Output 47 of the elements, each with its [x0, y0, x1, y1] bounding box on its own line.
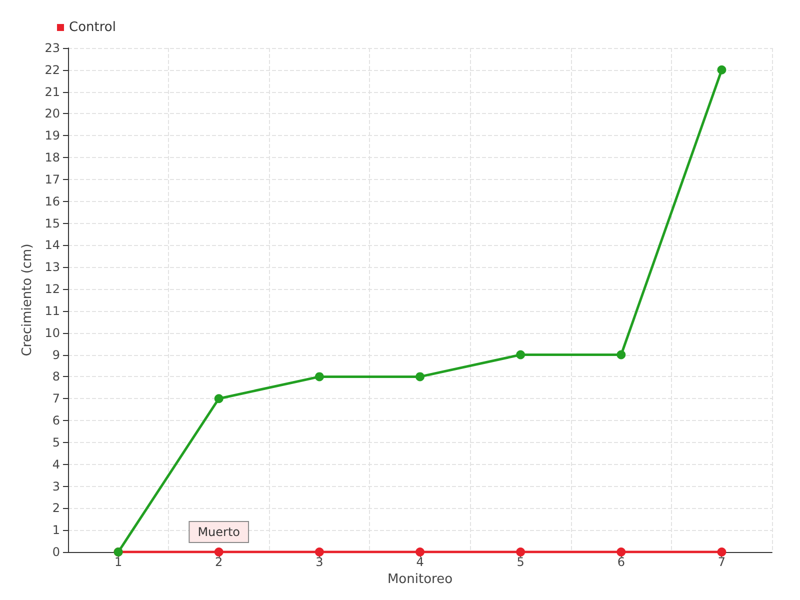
y-tick-label: 5: [52, 435, 60, 450]
x-tick-label: 5: [516, 555, 524, 569]
point: [516, 548, 526, 556]
point: [616, 350, 626, 360]
point: [717, 65, 726, 74]
y-tick-label: 0: [52, 545, 60, 559]
x-tick-label: 1: [114, 555, 122, 569]
y-tick-label: 8: [52, 370, 60, 384]
legend-label: Control: [69, 20, 116, 35]
y-tick-label: 4: [52, 457, 60, 472]
annotation: Muerto: [198, 525, 240, 539]
y-tick-label: 3: [52, 479, 60, 494]
y-tick-label: 14: [44, 238, 60, 252]
x-tick-label: 3: [316, 555, 324, 569]
y-tick-label: 7: [52, 392, 60, 406]
y-tick-label: 9: [52, 348, 60, 362]
point: [214, 548, 224, 556]
y-tick-label: 20: [44, 106, 60, 121]
point: [516, 350, 526, 360]
point: [214, 394, 224, 404]
y-tick-label: 23: [44, 41, 60, 55]
point: [314, 548, 324, 556]
y-tick-label: 1: [52, 523, 60, 538]
y-tick-label: 16: [44, 194, 60, 208]
y-tick-label: 18: [44, 150, 60, 165]
y-tick-label: 2: [52, 501, 60, 516]
y-tick-label: 19: [44, 128, 60, 143]
y-tick-label: 10: [44, 326, 60, 340]
x-tick-label: 7: [718, 555, 726, 569]
x-tick-label: 6: [617, 555, 625, 569]
x-axis-title: Monitoreo: [387, 572, 453, 587]
point: [616, 548, 626, 556]
y-tick-label: 12: [44, 282, 60, 296]
point: [416, 548, 424, 556]
point: [314, 372, 324, 382]
y-tick-label: 11: [44, 304, 60, 318]
y-tick-label: 13: [44, 260, 60, 274]
y-tick-label: 15: [44, 216, 60, 230]
y-tick-label: 17: [44, 172, 60, 186]
y-axis-title: Crecimiento (cm): [20, 244, 35, 356]
point: [717, 548, 726, 556]
y-tick-label: 22: [44, 62, 60, 77]
point: [416, 372, 424, 382]
x-tick-label: 4: [416, 555, 424, 569]
x-tick-label: 2: [215, 555, 223, 569]
y-tick-label: 21: [44, 84, 60, 99]
y-tick-label: 6: [52, 414, 60, 428]
